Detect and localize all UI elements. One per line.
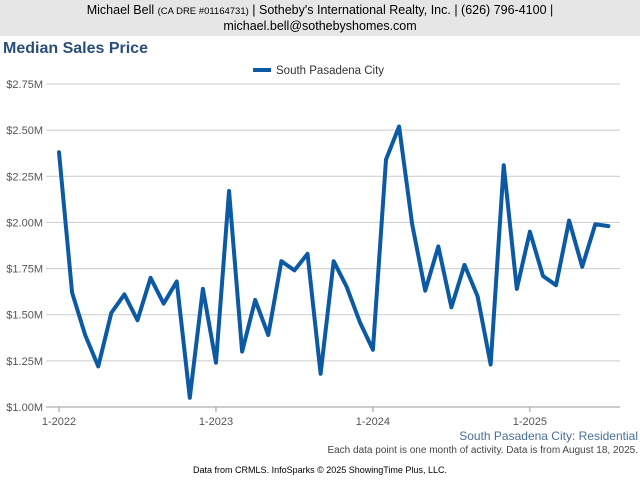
data-point[interactable] (253, 297, 258, 302)
data-point[interactable] (122, 292, 127, 297)
x-tick-label: 1-2024 (356, 416, 390, 428)
data-point[interactable] (475, 294, 480, 299)
agent-company: | Sotheby's International Realty, Inc. |… (252, 3, 554, 17)
y-tick-label: $2.75M (6, 79, 43, 91)
agent-info-line: Michael Bell (CA DRE #01164731) | Sotheb… (0, 3, 640, 19)
data-point[interactable] (266, 333, 271, 338)
data-point[interactable] (449, 305, 454, 310)
data-point[interactable] (135, 318, 140, 323)
data-point[interactable] (567, 218, 572, 223)
data-point[interactable] (318, 371, 323, 376)
data-point[interactable] (501, 163, 506, 168)
data-point[interactable] (292, 268, 297, 273)
data-point[interactable] (606, 224, 611, 229)
y-tick-label: $1.75M (6, 264, 43, 276)
data-point[interactable] (436, 244, 441, 249)
agent-email[interactable]: michael.bell@sothebyshomes.com (223, 19, 417, 33)
data-point[interactable] (580, 264, 585, 269)
data-point[interactable] (344, 285, 349, 290)
agent-header: Michael Bell (CA DRE #01164731) | Sotheb… (0, 0, 640, 36)
data-point[interactable] (357, 320, 362, 325)
data-point[interactable] (527, 229, 532, 234)
y-tick-label: $1.50M (6, 310, 43, 322)
data-point[interactable] (187, 395, 192, 400)
data-point[interactable] (161, 301, 166, 306)
data-point[interactable] (57, 150, 62, 155)
data-point[interactable] (370, 347, 375, 352)
data-point[interactable] (423, 288, 428, 293)
data-point[interactable] (279, 259, 284, 264)
agent-name: Michael Bell (86, 3, 155, 17)
data-point[interactable] (514, 286, 519, 291)
x-tick-label: 1-2022 (42, 416, 76, 428)
y-tick-label: $2.25M (6, 171, 43, 183)
data-point[interactable] (554, 283, 559, 288)
data-point[interactable] (488, 362, 493, 367)
data-point[interactable] (240, 349, 245, 354)
data-point[interactable] (96, 364, 101, 369)
data-point[interactable] (384, 157, 389, 162)
series-line (57, 124, 611, 400)
x-tick-label: 1-2023 (199, 416, 233, 428)
y-tick-label: $1.25M (6, 356, 43, 368)
y-tick-label: $2.00M (6, 217, 43, 229)
data-point[interactable] (540, 273, 545, 278)
data-note: Each data point is one month of activity… (327, 445, 638, 456)
data-point[interactable] (70, 290, 75, 295)
footer-credit: Data from CRMLS. InfoSparks © 2025 Showi… (193, 465, 447, 475)
data-point[interactable] (174, 279, 179, 284)
region-label: South Pasadena City: Residential (459, 429, 638, 443)
data-point[interactable] (109, 310, 114, 315)
data-point[interactable] (593, 222, 598, 227)
x-tick-label: 1-2025 (513, 416, 547, 428)
data-point[interactable] (83, 333, 88, 338)
data-point[interactable] (200, 286, 205, 291)
chart-title: Median Sales Price (3, 40, 148, 57)
y-tick-label: $2.50M (6, 125, 43, 137)
data-point[interactable] (410, 222, 415, 227)
data-point[interactable] (305, 251, 310, 256)
data-point[interactable] (213, 360, 218, 365)
data-point[interactable] (462, 262, 467, 267)
agent-license: (CA DRE #01164731) (157, 6, 249, 17)
data-point[interactable] (227, 189, 232, 194)
data-point[interactable] (397, 124, 402, 129)
legend-label[interactable]: South Pasadena City (276, 65, 384, 77)
y-tick-label: $1.00M (6, 402, 43, 414)
data-point[interactable] (148, 275, 153, 280)
data-point[interactable] (331, 259, 336, 264)
